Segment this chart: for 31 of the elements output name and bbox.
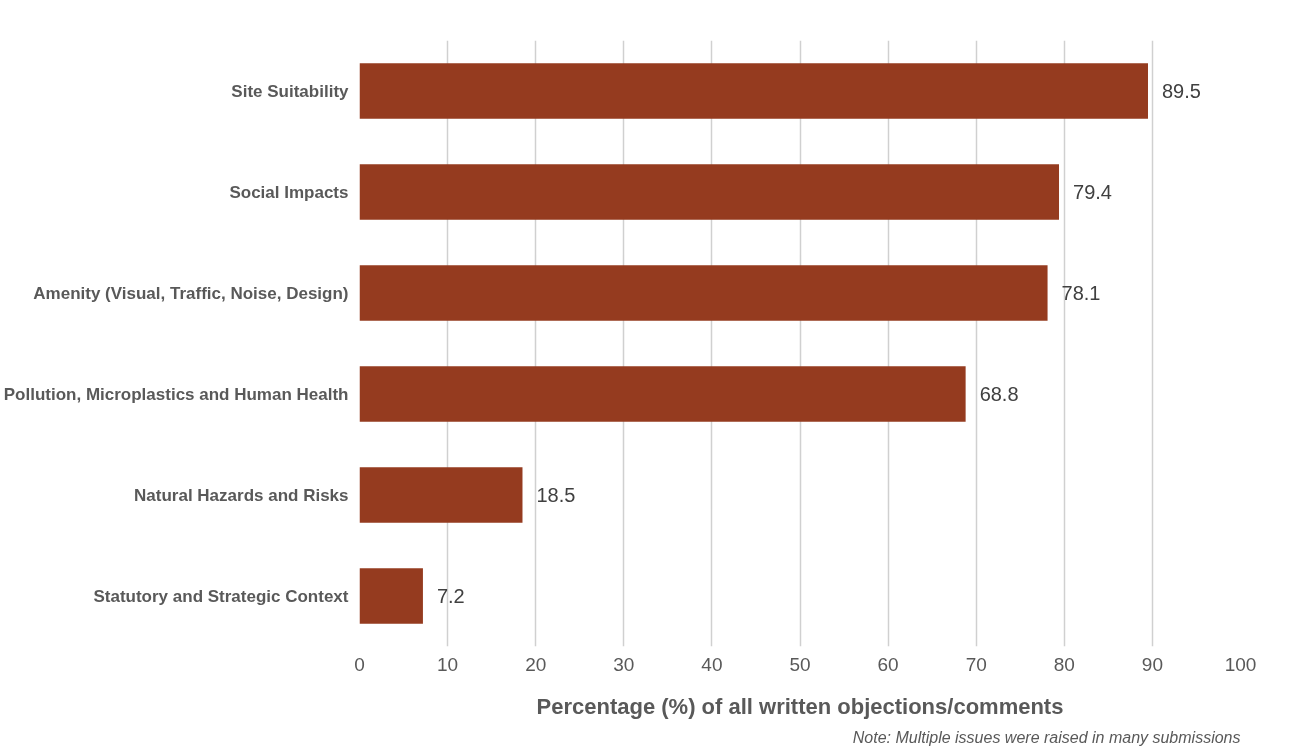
y-tick-label: Pollution, Microplastics and Human Health bbox=[3, 384, 349, 404]
x-tick-label: 80 bbox=[1053, 653, 1075, 675]
x-tick-label: 0 bbox=[354, 653, 365, 675]
x-tick-label: 90 bbox=[1141, 653, 1163, 675]
data-label: 78.1 bbox=[1061, 282, 1101, 304]
data-label: 18.5 bbox=[536, 484, 576, 506]
x-tick-label: 60 bbox=[877, 653, 899, 675]
x-tick-label: 70 bbox=[965, 653, 987, 675]
data-label: 68.8 bbox=[979, 383, 1019, 405]
data-label: 7.2 bbox=[436, 585, 465, 607]
x-tick-label: 10 bbox=[437, 653, 459, 675]
text: Note: Multiple issues were raised in many submissions bbox=[852, 728, 1241, 746]
x-tick-label: 30 bbox=[613, 653, 635, 675]
bar bbox=[359, 366, 966, 422]
x-tick-label: 40 bbox=[701, 653, 723, 675]
bar bbox=[359, 265, 1048, 321]
data-label: 79.4 bbox=[1073, 181, 1112, 203]
data-label: 89.5 bbox=[1161, 80, 1201, 102]
x-tick-label: 50 bbox=[789, 653, 811, 675]
bar bbox=[359, 467, 523, 523]
y-tick-label: Statutory and Strategic Context bbox=[93, 586, 349, 606]
x-tick-label: 100 bbox=[1224, 653, 1257, 675]
y-tick-label: Social Impacts bbox=[229, 182, 349, 202]
x-tick-label: 20 bbox=[525, 653, 547, 675]
y-tick-label: Site Suitability bbox=[231, 81, 350, 101]
bar bbox=[359, 164, 1060, 220]
y-tick-label: Amenity (Visual, Traffic, Noise, Design) bbox=[33, 283, 349, 303]
x-axis-title: Percentage (%) of all written objections/comments bbox=[536, 693, 1064, 719]
bar bbox=[359, 568, 423, 624]
bar bbox=[359, 63, 1148, 119]
y-tick-label: Natural Hazards and Risks bbox=[134, 485, 349, 505]
